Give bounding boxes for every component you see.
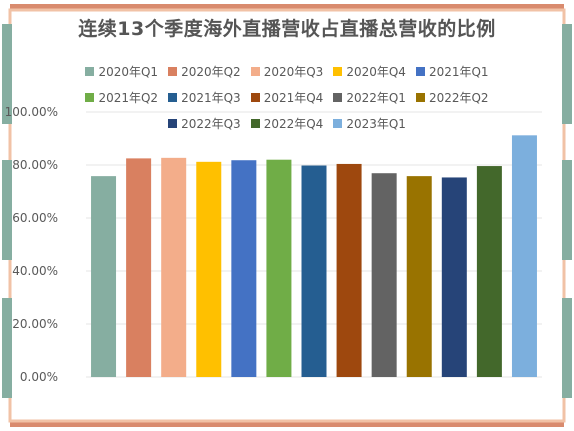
legend-label: 2020年Q1 (98, 65, 159, 79)
bar-2022年Q4 (476, 166, 502, 377)
frame-right-tab-1 (562, 24, 572, 124)
legend-row: 2020年Q1 2020年Q2 2020年Q3 2020年Q4 2021年Q1 (0, 63, 574, 80)
frame-left-tab-3 (2, 298, 12, 398)
y-tick-label: 100.00% (5, 105, 58, 119)
frame-left-tab-2 (2, 160, 12, 260)
frame-right-tab-3 (562, 298, 572, 398)
legend-swatch (85, 93, 95, 102)
legend-swatch (168, 119, 178, 128)
y-tick-label: 60.00% (12, 211, 58, 225)
frame-bottom-edge (10, 421, 564, 427)
legend-item: 2022年Q1 (333, 89, 406, 106)
legend-label: 2022年Q1 (346, 91, 406, 105)
legend-row: 2022年Q3 2022年Q4 2023年Q1 (0, 115, 574, 132)
frame-top-edge (10, 4, 564, 10)
frame-left-tab-1 (2, 24, 12, 124)
legend-label: 2022年Q2 (428, 91, 489, 105)
legend-label: 2020年Q4 (346, 65, 406, 79)
bar-2020年Q3 (161, 157, 187, 377)
chart-title: 连续13个季度海外直播营收占直播总营收的比例 (78, 18, 496, 40)
legend-label: 2021年Q2 (98, 91, 159, 105)
y-tick-label: 80.00% (12, 158, 58, 172)
legend-swatch (415, 93, 425, 102)
legend-item: 2022年Q4 (250, 115, 324, 132)
legend-swatch (333, 93, 343, 102)
frame-right-tab-2 (562, 160, 572, 260)
legend-swatch (250, 93, 260, 102)
legend-swatch (85, 67, 95, 76)
legend-item: 2022年Q2 (415, 89, 489, 106)
legend-label: 2021年Q1 (428, 65, 489, 79)
bar-2021年Q2 (266, 159, 292, 377)
bar-2022年Q2 (406, 176, 432, 377)
legend-item: 2020年Q2 (168, 63, 241, 80)
bar-2021年Q3 (301, 165, 327, 377)
legend-item: 2021年Q4 (250, 89, 324, 106)
legend-label: 2021年Q3 (181, 91, 241, 105)
bar-2022年Q3 (441, 177, 467, 377)
legend-item: 2021年Q1 (415, 63, 489, 80)
plot-area: 0.00% 20.00% 40.00% 60.00% 80.00% 100.00% (5, 105, 542, 384)
bar-2021年Q1 (231, 160, 257, 377)
legend-label: 2021年Q4 (263, 91, 324, 105)
legend-swatch (168, 93, 178, 102)
legend-swatch (250, 119, 260, 128)
legend-label: 2023年Q1 (346, 117, 406, 131)
legend-item: 2022年Q3 (168, 115, 241, 132)
legend-item: 2020年Q3 (250, 63, 324, 80)
y-tick-label: 20.00% (12, 317, 58, 331)
legend-item: 2020年Q1 (85, 63, 158, 80)
legend-label: 2022年Q3 (181, 117, 241, 131)
legend-label: 2020年Q2 (181, 65, 241, 79)
bar-2021年Q4 (336, 163, 362, 377)
bar-2020年Q2 (126, 158, 152, 377)
bar-2023年Q1 (511, 135, 537, 377)
legend-item: 2021年Q2 (85, 89, 158, 106)
legend-swatch (333, 67, 343, 76)
legend-item: 2021年Q3 (168, 89, 241, 106)
legend-swatch (168, 67, 178, 76)
y-tick-label: 40.00% (12, 264, 58, 278)
legend-swatch (250, 67, 260, 76)
legend-swatch (415, 67, 425, 76)
y-tick-label: 0.00% (20, 370, 58, 384)
legend-label: 2022年Q4 (263, 117, 324, 131)
bar-2022年Q1 (371, 173, 397, 377)
legend-label: 2020年Q3 (263, 65, 324, 79)
legend-item: 2020年Q4 (333, 63, 406, 80)
bar-2020年Q4 (196, 161, 222, 377)
legend-swatch (333, 119, 343, 128)
legend-item: 2023年Q1 (333, 115, 406, 132)
bar-2020年Q1 (91, 176, 117, 377)
legend-row: 2021年Q2 2021年Q3 2021年Q4 2022年Q1 2022年Q2 (0, 89, 574, 106)
